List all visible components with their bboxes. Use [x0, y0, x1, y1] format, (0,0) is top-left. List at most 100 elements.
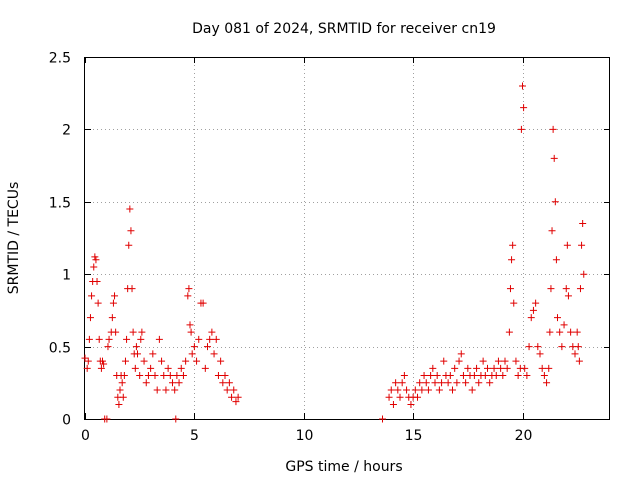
data-point-marker [433, 372, 441, 380]
y-tick-label: 0 [62, 413, 71, 429]
data-point-marker [81, 354, 89, 362]
data-point-marker [151, 372, 159, 380]
data-point-marker [564, 292, 572, 300]
data-point-marker [214, 372, 222, 380]
data-point-marker [158, 357, 166, 365]
x-tick-label: 10 [296, 428, 314, 444]
y-tick-label: 0.5 [49, 341, 71, 357]
y-tick-label: 1 [62, 268, 71, 284]
data-point-marker [532, 299, 540, 307]
data-point-marker [155, 335, 163, 343]
data-point-marker [398, 379, 406, 387]
data-point-marker [86, 314, 94, 322]
data-point-marker [149, 350, 157, 358]
data-point-marker [549, 125, 557, 133]
data-point-marker [100, 360, 108, 368]
data-point-marker [230, 386, 238, 394]
data-point-marker [223, 386, 231, 394]
data-point-marker [228, 393, 236, 401]
data-point-marker [396, 393, 404, 401]
data-point-marker [140, 357, 148, 365]
data-point-marker [131, 364, 139, 372]
data-point-marker [519, 82, 526, 90]
data-point-marker [567, 328, 575, 336]
data-point-marker [118, 379, 126, 387]
data-point-marker [182, 357, 190, 365]
data-point-marker [517, 125, 525, 133]
data-point-marker [400, 372, 408, 380]
data-point-marker [420, 372, 428, 380]
data-point-marker [138, 328, 146, 336]
data-point-marker [499, 372, 507, 380]
data-point-marker [446, 372, 454, 380]
data-point-marker [108, 314, 116, 322]
x-tick-label: 0 [81, 428, 90, 444]
data-point-marker [579, 220, 587, 228]
data-point-marker [451, 364, 459, 372]
data-point-marker [403, 386, 411, 394]
data-point-marker [190, 343, 198, 351]
x-tick-label: 5 [190, 428, 199, 444]
data-point-marker [123, 335, 131, 343]
data-point-marker [195, 335, 203, 343]
data-point-marker [490, 364, 498, 372]
data-point-marker [558, 343, 566, 351]
data-point-marker [109, 299, 117, 307]
data-point-marker [127, 227, 135, 235]
data-point-marker [534, 343, 542, 351]
data-point-marker [562, 285, 570, 293]
data-point-marker [520, 104, 528, 112]
chart-title: Day 081 of 2024, SRMTID for receiver cn1… [192, 21, 496, 37]
data-point-marker [449, 386, 456, 394]
data-point-marker [523, 372, 531, 380]
data-point-marker [422, 379, 430, 387]
data-point-marker [525, 343, 533, 351]
data-point-marker [93, 277, 101, 285]
data-point-marker [392, 379, 400, 387]
data-point-marker [574, 343, 582, 351]
data-point-marker [219, 379, 227, 387]
data-point-marker [494, 357, 502, 365]
data-point-marker [85, 335, 93, 343]
data-point-marker [529, 306, 537, 314]
data-point-marker [142, 379, 150, 387]
data-point-marker [473, 364, 481, 372]
data-point-marker [540, 372, 548, 380]
data-point-marker [171, 386, 179, 394]
data-point-marker [97, 364, 105, 372]
data-point-marker [543, 379, 551, 387]
data-point-marker [536, 350, 544, 358]
data-point-marker [136, 372, 144, 380]
data-point-marker [201, 364, 209, 372]
data-point-marker [416, 379, 424, 387]
data-point-marker [147, 364, 155, 372]
data-point-marker [575, 357, 583, 365]
data-point-marker [486, 379, 494, 387]
data-point-marker [394, 386, 402, 394]
data-point-marker [546, 328, 554, 336]
data-point-marker [119, 393, 127, 401]
data-point-marker [177, 364, 185, 372]
data-point-marker [232, 398, 240, 406]
data-point-marker [455, 357, 463, 365]
data-point-marker [414, 393, 421, 401]
data-point-marker [184, 292, 192, 300]
data-point-marker [112, 328, 120, 336]
data-point-marker [385, 393, 393, 401]
data-point-marker [571, 350, 579, 358]
x-tick-label: 20 [515, 428, 533, 444]
data-point-marker [424, 386, 432, 394]
data-point-marker [429, 364, 437, 372]
data-point-marker [172, 415, 180, 423]
data-point-marker [563, 241, 571, 249]
data-point-marker [221, 372, 229, 380]
data-point-marker [505, 328, 513, 336]
data-point-marker [512, 357, 520, 365]
data-point-marker [115, 401, 123, 409]
data-point-marker [137, 335, 145, 343]
data-point-marker [199, 299, 207, 307]
data-point-marker [111, 292, 119, 300]
data-point-marker [548, 227, 556, 235]
data-point-marker [164, 364, 172, 372]
